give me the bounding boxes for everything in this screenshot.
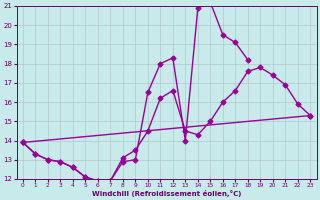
X-axis label: Windchill (Refroidissement éolien,°C): Windchill (Refroidissement éolien,°C)	[92, 190, 241, 197]
